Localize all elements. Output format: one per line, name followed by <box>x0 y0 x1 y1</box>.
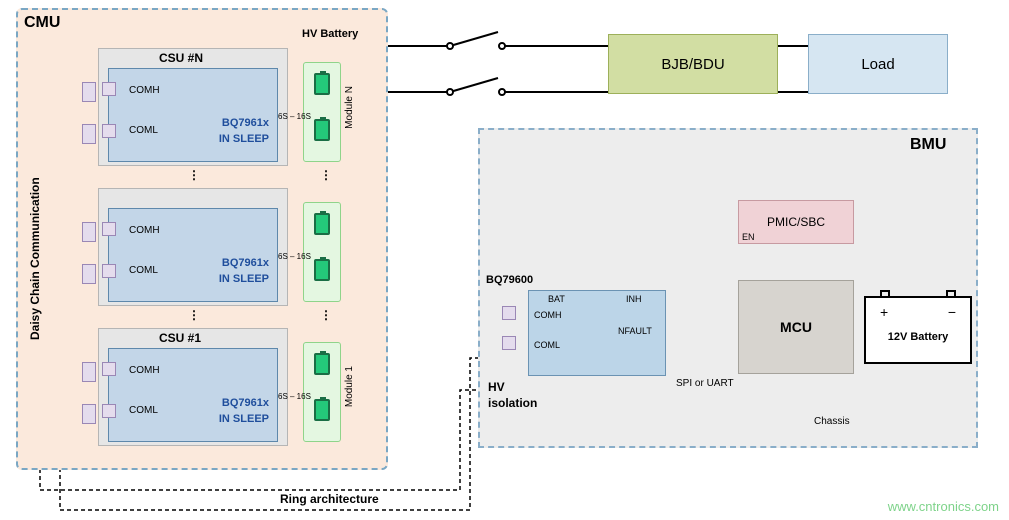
bus-label-1: 6S – 16S <box>278 112 311 121</box>
csu-1-port-coml <box>102 404 116 418</box>
watermark: www.cntronics.com <box>888 499 999 514</box>
csu-n-comh: COMH <box>129 85 160 96</box>
hv-iso-label2: isolation <box>488 396 537 410</box>
csu-n-coml: COML <box>129 125 158 136</box>
csu-n-port-comh <box>102 82 116 96</box>
module-n-label: Module N <box>344 86 355 129</box>
bus-label-3: 6S – 16S <box>278 392 311 401</box>
csu-1-inner: COMH COML BQ7961x IN SLEEP <box>108 348 278 442</box>
load-block: Load <box>808 34 948 94</box>
csu-n-port-coml <box>102 124 116 138</box>
csu-n-inner: COMH COML BQ7961x IN SLEEP <box>108 68 278 162</box>
dots-mod-2: ⋮ <box>320 308 332 322</box>
bjb-block: BJB/BDU <box>608 34 778 94</box>
hv-iso-port-1 <box>502 306 516 320</box>
csu-1-state: IN SLEEP <box>219 413 269 425</box>
hv-iso-label: HV <box>488 380 505 394</box>
csu-mid-coml: COML <box>129 265 158 276</box>
dots-2: ⋮ <box>188 308 200 322</box>
bq-inh: INH <box>626 294 642 304</box>
bmu-title: BMU <box>910 136 946 154</box>
csu-mid-ext-coml <box>82 264 96 284</box>
spi-label: SPI or UART <box>676 378 734 389</box>
dots-mod-1: ⋮ <box>320 168 332 182</box>
load-label: Load <box>861 56 894 73</box>
pmic-en-label: EN <box>742 232 755 242</box>
bus-label-2: 6S – 16S <box>278 252 311 261</box>
csu-mid-state: IN SLEEP <box>219 273 269 285</box>
bq-coml: COML <box>534 340 560 350</box>
csu-n-title: CSU #N <box>159 51 203 65</box>
csu-n-chip: BQ7961x <box>222 117 269 129</box>
hv-iso-port-2 <box>502 336 516 350</box>
mcu-label: MCU <box>780 319 812 335</box>
csu-1-chip: BQ7961x <box>222 397 269 409</box>
bmu-container <box>478 128 978 448</box>
csu-mid-port-comh <box>102 222 116 236</box>
bq-nfault: NFAULT <box>618 326 652 336</box>
battery-12v-label: 12V Battery <box>888 331 949 343</box>
csu-n-ext-coml <box>82 124 96 144</box>
bq-label: BQ79600 <box>486 274 533 286</box>
csu-mid-ext-comh <box>82 222 96 242</box>
csu-n-state: IN SLEEP <box>219 133 269 145</box>
csu-1-title: CSU #1 <box>159 331 201 345</box>
bjb-label: BJB/BDU <box>661 56 724 73</box>
csu-mid-inner: COMH COML BQ7961x IN SLEEP <box>108 208 278 302</box>
dots-1: ⋮ <box>188 168 200 182</box>
csu-1-port-comh <box>102 362 116 376</box>
daisy-chain-label: Daisy Chain Communication <box>28 140 42 340</box>
csu-mid-chip: BQ7961x <box>222 257 269 269</box>
bq-comh: COMH <box>534 310 562 320</box>
bq-bat: BAT <box>548 294 565 304</box>
csu-mid-port-coml <box>102 264 116 278</box>
csu-1-coml: COML <box>129 405 158 416</box>
csu-1-ext-comh <box>82 362 96 382</box>
csu-n-ext-comh <box>82 82 96 102</box>
pmic-block: PMIC/SBC <box>738 200 854 244</box>
csu-mid-comh: COMH <box>129 225 160 236</box>
hv-battery-label: HV Battery <box>302 28 358 40</box>
ring-arch-label: Ring architecture <box>280 492 379 506</box>
csu-1-comh: COMH <box>129 365 160 376</box>
mcu-block: MCU <box>738 280 854 374</box>
pmic-label: PMIC/SBC <box>767 215 825 229</box>
battery-12v: + − 12V Battery <box>864 296 972 364</box>
cmu-title: CMU <box>24 14 60 32</box>
chassis-label: Chassis <box>814 416 850 427</box>
module-1-label: Module 1 <box>344 366 355 407</box>
csu-1-ext-coml <box>82 404 96 424</box>
